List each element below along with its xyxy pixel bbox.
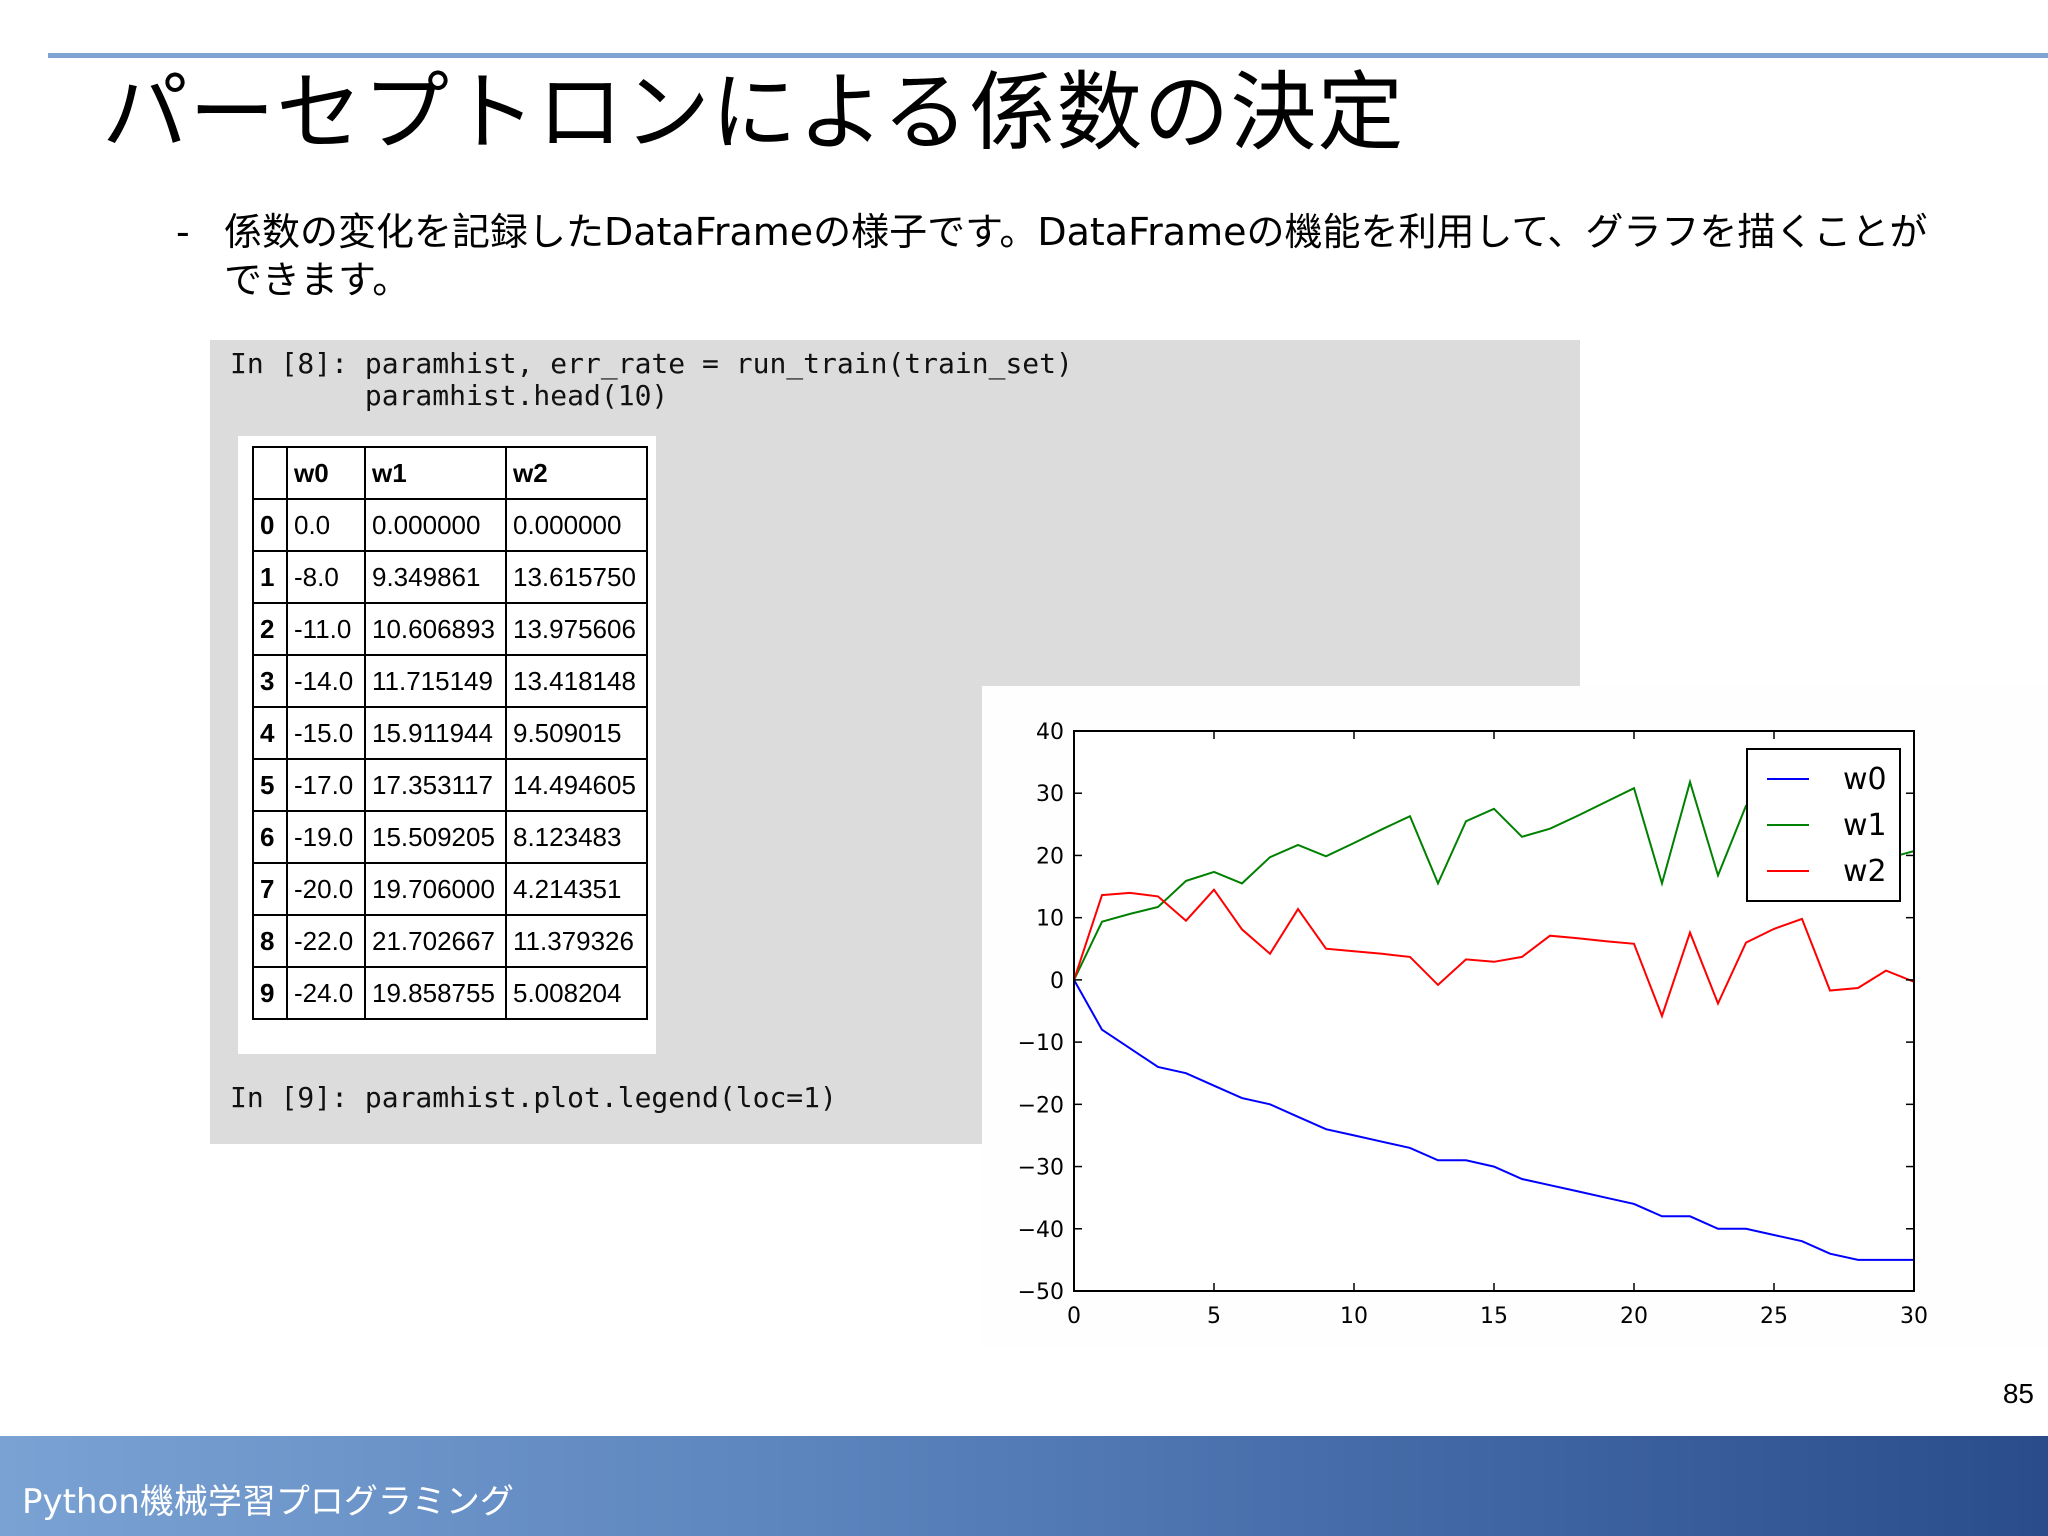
y-tick-label: −40 (1018, 1218, 1064, 1243)
bullet-text: 係数の変化を記録したDataFrameの様子です。DataFrameの機能を利用… (224, 210, 1928, 302)
bullet-point: - 係数の変化を記録したDataFrameの様子です。DataFrameの機能を… (176, 208, 1956, 304)
row-index: 5 (252, 758, 288, 812)
table-cell: 13.975606 (505, 602, 648, 656)
x-tick-label: 30 (1900, 1304, 1928, 1329)
series-line-w2 (1073, 888, 1915, 1019)
table-row: 2 -11.0 10.606893 13.975606 (252, 602, 648, 656)
column-header: w0 (286, 446, 366, 500)
table-cell: -20.0 (286, 862, 366, 916)
table-cell: 0.000000 (364, 498, 507, 552)
code-line-cell8-2: paramhist.head(10) (230, 379, 669, 412)
table-cell: 19.858755 (364, 966, 507, 1020)
legend-label-w1: w1 (1843, 808, 1887, 843)
table-cell: -22.0 (286, 914, 366, 968)
page-number: 85 (2002, 1378, 2034, 1409)
y-tick-label: 30 (1036, 782, 1064, 807)
table-cell: -15.0 (286, 706, 366, 760)
row-index: 0 (252, 498, 288, 552)
y-tick-label: −30 (1018, 1156, 1064, 1181)
row-index: 6 (252, 810, 288, 864)
table-row: 8 -22.0 21.702667 11.379326 (252, 914, 648, 968)
table-row: 4 -15.0 15.911944 9.509015 (252, 706, 648, 760)
table-cell: 14.494605 (505, 758, 648, 812)
row-index: 4 (252, 706, 288, 760)
table-cell: 13.418148 (505, 654, 648, 708)
y-tick-label: −50 (1018, 1280, 1064, 1305)
line-chart: 0 5 10 15 20 25 30 40 30 20 10 0 −10 −20 −30 −40 −50 w0 w1… (1018, 720, 1928, 1329)
table-row: 1 -8.0 9.349861 13.615750 (252, 550, 648, 604)
slide-title: パーセプトロンによる係数の決定 (102, 63, 1405, 163)
table-cell: 11.715149 (364, 654, 507, 708)
table-cell: 15.911944 (364, 706, 507, 760)
table-cell: 21.702667 (364, 914, 507, 968)
title-rule (48, 53, 2048, 58)
y-tick-label: −20 (1018, 1093, 1064, 1118)
line-chart-panel: 0 5 10 15 20 25 30 40 30 20 10 0 −10 −20 −30 −40 −50 w0 w1… (982, 686, 2048, 1346)
table-cell: 5.008204 (505, 966, 648, 1020)
table-row: 7 -20.0 19.706000 4.214351 (252, 862, 648, 916)
table-cell: 8.123483 (505, 810, 648, 864)
table-cell: 19.706000 (364, 862, 507, 916)
row-index: 1 (252, 550, 288, 604)
table-cell: 9.509015 (505, 706, 648, 760)
table-row: 9 -24.0 19.858755 5.008204 (252, 966, 648, 1020)
table-cell: -11.0 (286, 602, 366, 656)
x-tick-label: 0 (1067, 1304, 1081, 1329)
index-header (252, 446, 288, 500)
table-cell: -8.0 (286, 550, 366, 604)
row-index: 7 (252, 862, 288, 916)
table-cell: 15.509205 (364, 810, 507, 864)
column-header: w1 (364, 446, 507, 500)
table-header-row: w0 w1 w2 (252, 446, 648, 500)
series-line-w0 (1073, 979, 1914, 1261)
x-tick-label: 20 (1620, 1304, 1648, 1329)
x-tick-label: 25 (1760, 1304, 1788, 1329)
x-tick-label: 15 (1480, 1304, 1508, 1329)
table-cell: 11.379326 (505, 914, 648, 968)
table-cell: 4.214351 (505, 862, 648, 916)
y-tick-label: 10 (1036, 907, 1064, 932)
table-cell: 10.606893 (364, 602, 507, 656)
table-cell: 13.615750 (505, 550, 648, 604)
table-cell: 17.353117 (364, 758, 507, 812)
y-tick-label: −10 (1018, 1031, 1064, 1056)
row-index: 3 (252, 654, 288, 708)
code-line-cell8-1: In [8]: paramhist, err_rate = run_train(… (230, 347, 1073, 380)
table-cell: -24.0 (286, 966, 366, 1020)
table-cell: 0.0 (286, 498, 366, 552)
dataframe-output: w0 w1 w2 0 0.0 0.000000 0.000000 1 -8.0 … (238, 436, 656, 1054)
x-tick-label: 5 (1207, 1304, 1221, 1329)
table-cell: -17.0 (286, 758, 366, 812)
legend-label-w0: w0 (1843, 762, 1887, 797)
x-tick-label: 10 (1340, 1304, 1368, 1329)
bullet-dash: - (176, 210, 190, 254)
table-cell: 9.349861 (364, 550, 507, 604)
row-index: 8 (252, 914, 288, 968)
table-cell: -14.0 (286, 654, 366, 708)
dataframe-table: w0 w1 w2 0 0.0 0.000000 0.000000 1 -8.0 … (252, 446, 648, 1020)
y-tick-label: 0 (1050, 969, 1064, 994)
table-cell: -19.0 (286, 810, 366, 864)
row-index: 2 (252, 602, 288, 656)
footer-text: Python機械学習プログラミング (22, 1482, 514, 1522)
table-row: 5 -17.0 17.353117 14.494605 (252, 758, 648, 812)
y-tick-label: 20 (1036, 844, 1064, 869)
table-cell: 0.000000 (505, 498, 648, 552)
column-header: w2 (505, 446, 648, 500)
row-index: 9 (252, 966, 288, 1020)
y-tick-label: 40 (1036, 720, 1064, 745)
table-row: 0 0.0 0.000000 0.000000 (252, 498, 648, 552)
footer-bar: Python機械学習プログラミング (0, 1436, 2048, 1536)
code-line-cell9-1: In [9]: paramhist.plot.legend(loc=1) (230, 1081, 837, 1114)
table-row: 6 -19.0 15.509205 8.123483 (252, 810, 648, 864)
table-row: 3 -14.0 11.715149 13.418148 (252, 654, 648, 708)
legend-label-w2: w2 (1843, 854, 1887, 889)
